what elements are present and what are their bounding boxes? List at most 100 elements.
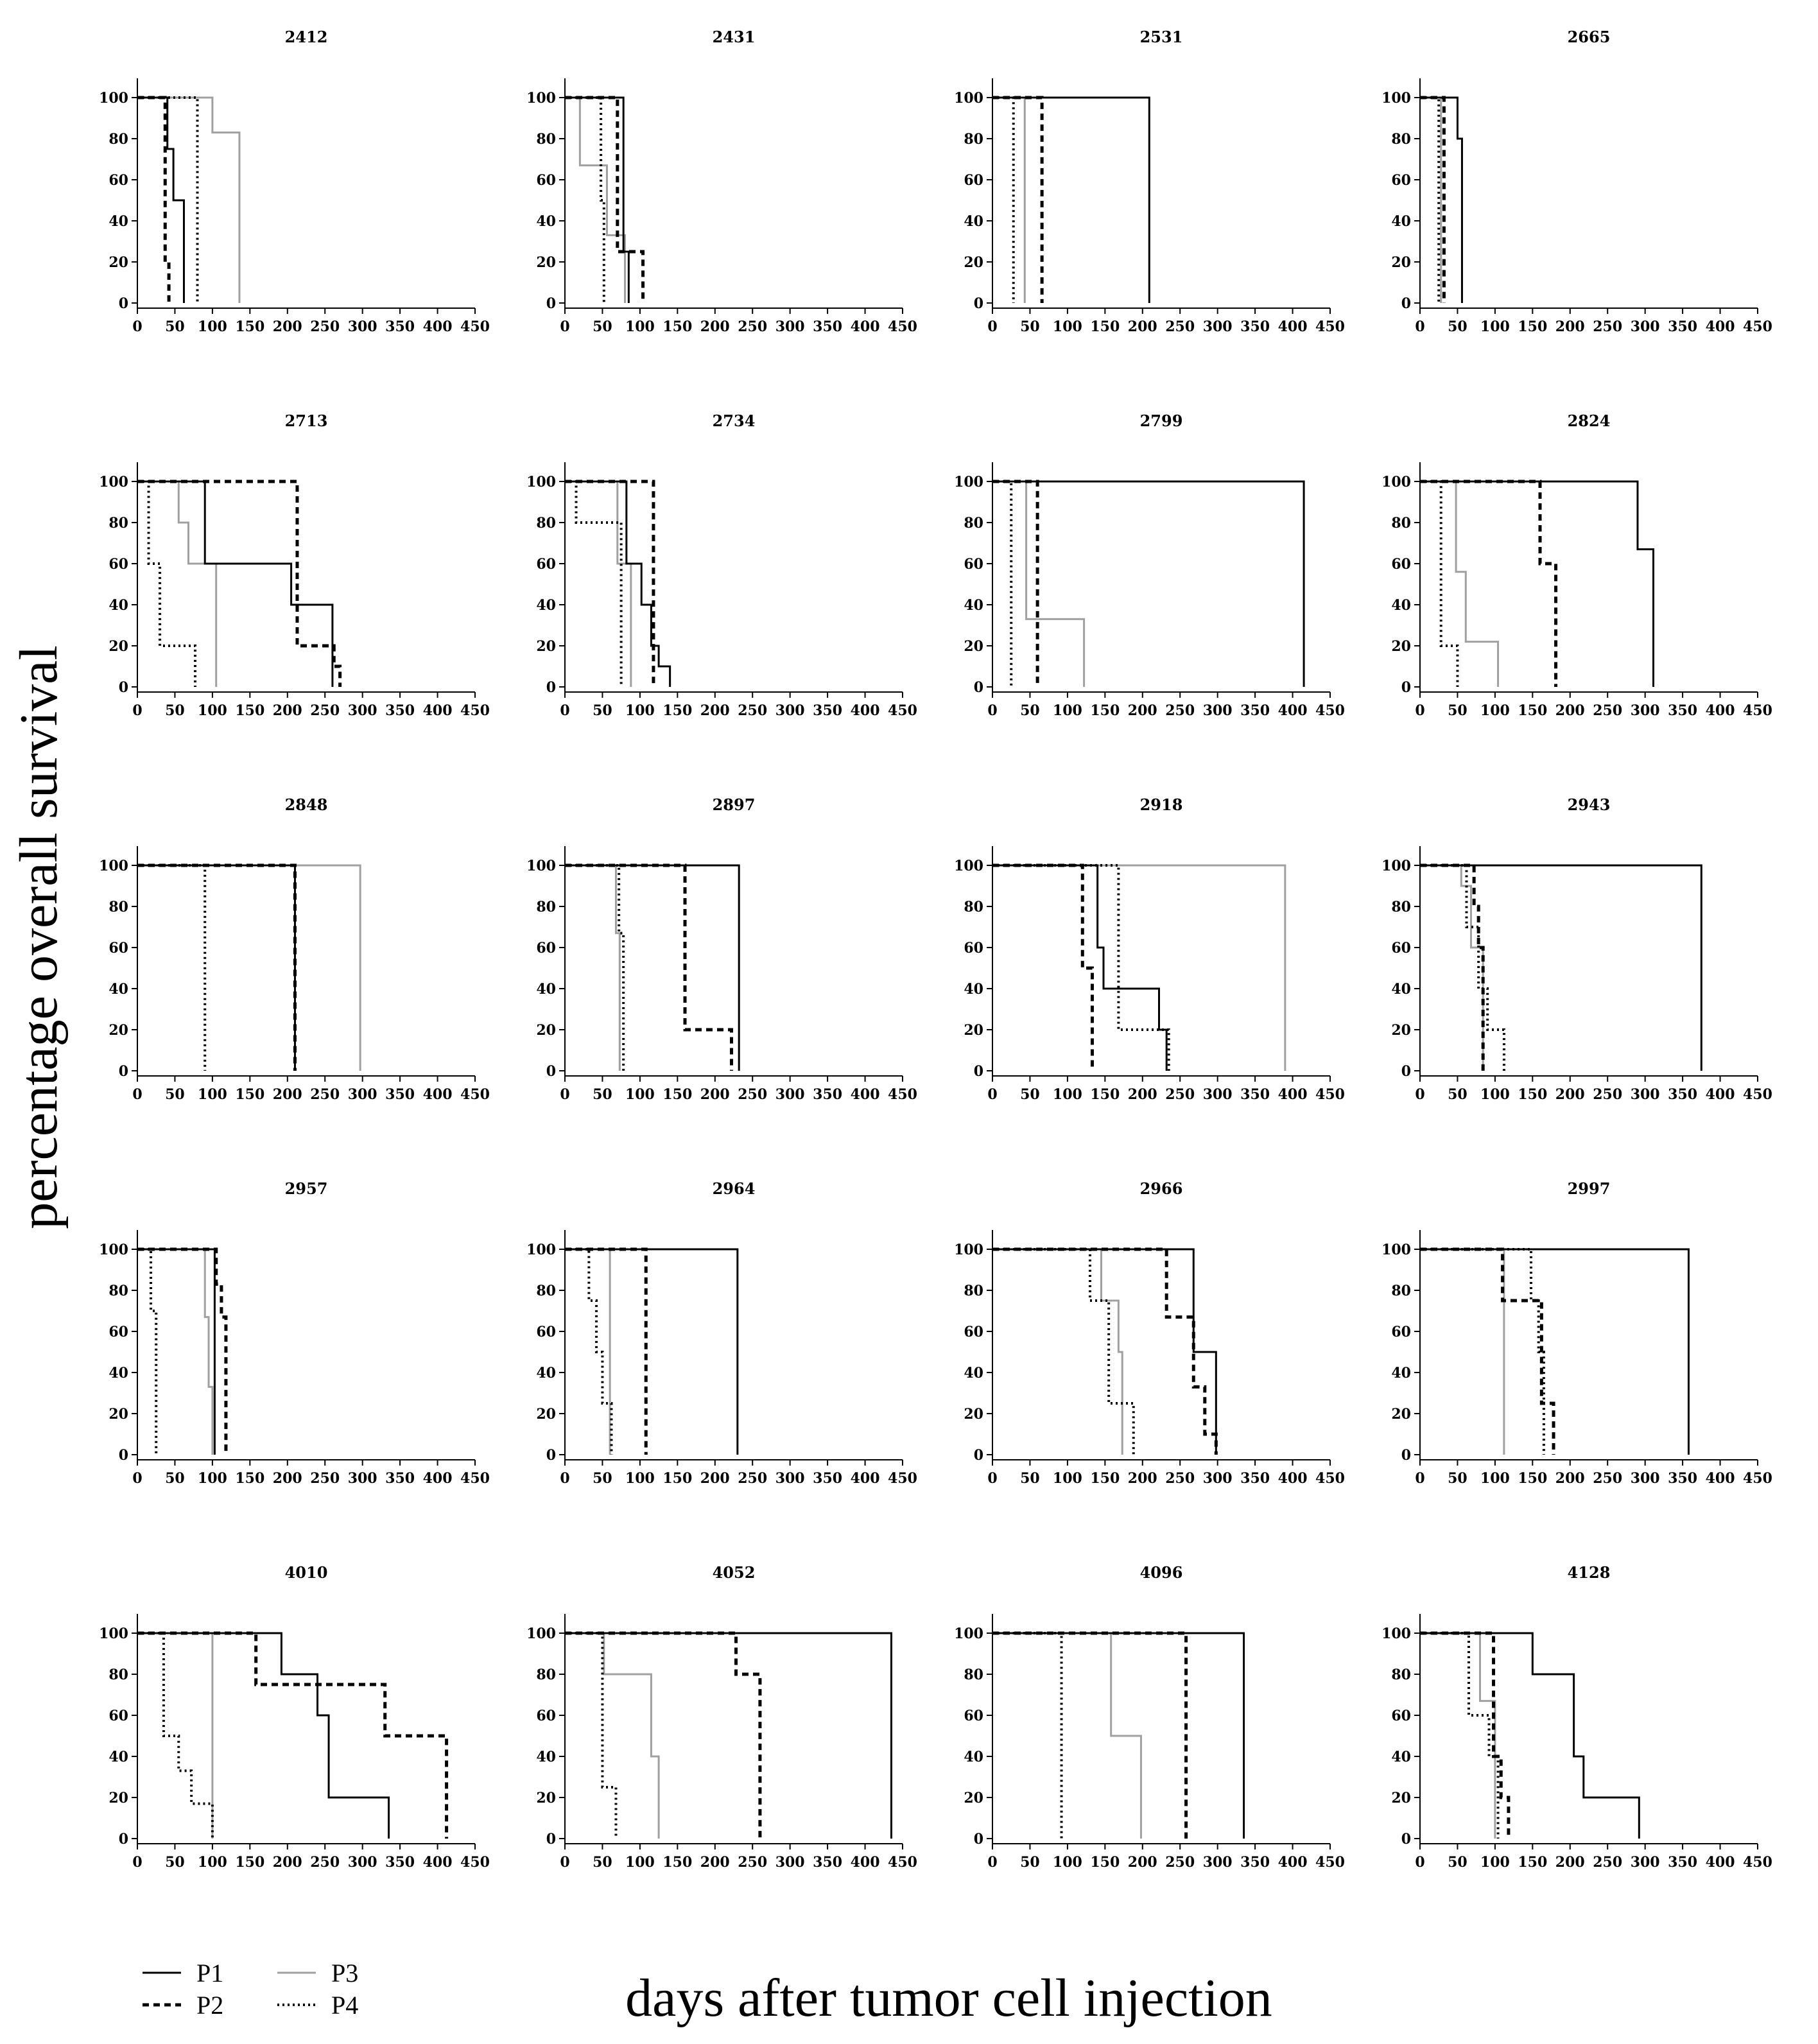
x-tick-label: 150 <box>1090 318 1120 335</box>
series-line-p4 <box>565 864 625 1071</box>
y-tick-label: 40 <box>108 597 128 614</box>
y-tick-label: 80 <box>1391 1283 1411 1299</box>
y-tick-label: 80 <box>964 1283 983 1299</box>
series-line-p1 <box>565 480 671 687</box>
x-tick-label: 150 <box>235 1470 264 1487</box>
series-line-p3 <box>565 480 632 687</box>
panel-title: 2665 <box>1568 28 1611 46</box>
x-tick-label: 450 <box>1315 702 1345 719</box>
series-line-p1 <box>565 1248 739 1455</box>
x-tick-label: 250 <box>1165 702 1195 719</box>
x-tick-label: 250 <box>310 1854 340 1871</box>
legend-label-p1: P1 <box>196 1959 223 1988</box>
survival-panel-2897: 2897 0 20 40 60 80 100 0 50 100 150 200 250 300 350 400… <box>526 795 917 1103</box>
x-tick-label: 0 <box>987 318 997 335</box>
series-line-p1 <box>137 1632 390 1839</box>
x-tick-label: 300 <box>775 318 805 335</box>
y-tick-label: 60 <box>964 1708 983 1724</box>
x-tick-label: 400 <box>1278 702 1308 719</box>
series-line-p1 <box>137 480 334 687</box>
y-tick-label: 80 <box>1391 515 1411 532</box>
x-tick-label: 200 <box>273 1086 302 1103</box>
x-tick-label: 250 <box>1593 1470 1622 1487</box>
x-tick-label: 250 <box>1165 1086 1195 1103</box>
x-tick-label: 350 <box>813 318 842 335</box>
y-tick-label: 100 <box>1381 858 1411 874</box>
x-tick-label: 100 <box>1480 318 1510 335</box>
y-tick-label: 20 <box>536 1406 556 1423</box>
panel-title: 2713 <box>285 411 328 430</box>
x-tick-label: 300 <box>1203 1086 1233 1103</box>
x-tick-label: 400 <box>1278 1086 1308 1103</box>
y-tick-label: 20 <box>536 1790 556 1806</box>
x-tick-label: 150 <box>235 1854 264 1871</box>
x-tick-label: 100 <box>1053 1086 1082 1103</box>
series-line-p4 <box>1420 864 1505 1071</box>
x-tick-label: 350 <box>813 1854 842 1871</box>
y-tick-label: 100 <box>954 1242 983 1258</box>
y-tick-label: 20 <box>536 254 556 271</box>
x-tick-label: 0 <box>560 318 569 335</box>
x-tick-label: 300 <box>1631 1854 1660 1871</box>
x-tick-label: 350 <box>385 702 415 719</box>
x-tick-label: 0 <box>132 1854 142 1871</box>
panel-title: 2997 <box>1568 1179 1611 1198</box>
x-tick-label: 150 <box>1518 702 1547 719</box>
y-tick-label: 100 <box>99 90 128 107</box>
series-line-p3 <box>1420 1632 1496 1839</box>
x-tick-label: 100 <box>198 1086 227 1103</box>
x-tick-label: 450 <box>460 1854 490 1871</box>
series-line-p4 <box>1420 1632 1500 1839</box>
series-line-p3 <box>1420 480 1500 687</box>
y-tick-label: 80 <box>964 899 983 915</box>
x-tick-label: 400 <box>423 1854 453 1871</box>
x-tick-label: 300 <box>1631 318 1660 335</box>
y-tick-label: 60 <box>108 1708 128 1724</box>
survival-panel-2848: 2848 0 20 40 60 80 100 0 50 100 150 200 250 300 350 400… <box>99 795 490 1103</box>
x-tick-label: 150 <box>1090 1854 1120 1871</box>
series-line-p3 <box>137 1248 214 1455</box>
x-tick-label: 200 <box>1128 1854 1157 1871</box>
x-tick-label: 200 <box>273 1854 302 1871</box>
y-tick-label: 100 <box>526 1625 556 1642</box>
series-line-p1 <box>565 864 740 1071</box>
x-tick-label: 250 <box>1593 318 1622 335</box>
x-tick-label: 200 <box>1555 318 1585 335</box>
x-tick-label: 0 <box>1415 1470 1424 1487</box>
y-tick-label: 100 <box>526 90 556 107</box>
survival-panel-2918: 2918 0 20 40 60 80 100 0 50 100 150 200 250 300 350 400… <box>954 795 1345 1103</box>
x-tick-label: 100 <box>198 318 227 335</box>
survival-panel-4096: 4096 0 20 40 60 80 100 0 50 100 150 200 250 300 350 400… <box>954 1563 1345 1871</box>
y-tick-label: 0 <box>974 295 983 312</box>
series-line-p1 <box>992 480 1305 687</box>
series-line-p2 <box>1420 1631 1511 1839</box>
x-tick-label: 50 <box>1448 318 1467 335</box>
series-line-p1 <box>1420 1632 1640 1839</box>
y-tick-label: 60 <box>108 940 128 957</box>
x-tick-label: 50 <box>165 318 185 335</box>
series-line-p3 <box>1420 1248 1505 1455</box>
y-tick-label: 0 <box>119 295 128 312</box>
x-tick-label: 100 <box>1480 702 1510 719</box>
x-tick-label: 250 <box>310 318 340 335</box>
series-line-p3 <box>1420 96 1442 303</box>
y-tick-label: 40 <box>964 1365 983 1381</box>
x-tick-label: 0 <box>987 1086 997 1103</box>
panel-title: 4010 <box>285 1563 328 1582</box>
x-tick-label: 300 <box>775 1086 805 1103</box>
y-tick-label: 0 <box>974 1447 983 1464</box>
y-tick-label: 20 <box>964 1406 983 1423</box>
x-tick-label: 150 <box>662 318 692 335</box>
x-tick-label: 200 <box>1128 1470 1157 1487</box>
x-tick-label: 350 <box>813 1470 842 1487</box>
y-tick-label: 100 <box>1381 1625 1411 1642</box>
series-line-p2 <box>565 1247 648 1455</box>
x-tick-label: 400 <box>423 1470 453 1487</box>
x-tick-label: 150 <box>662 1086 692 1103</box>
x-tick-label: 350 <box>385 1086 415 1103</box>
y-tick-label: 40 <box>1391 213 1411 230</box>
y-tick-label: 0 <box>546 1447 556 1464</box>
x-tick-label: 400 <box>1278 1470 1308 1487</box>
x-tick-label: 450 <box>888 702 917 719</box>
